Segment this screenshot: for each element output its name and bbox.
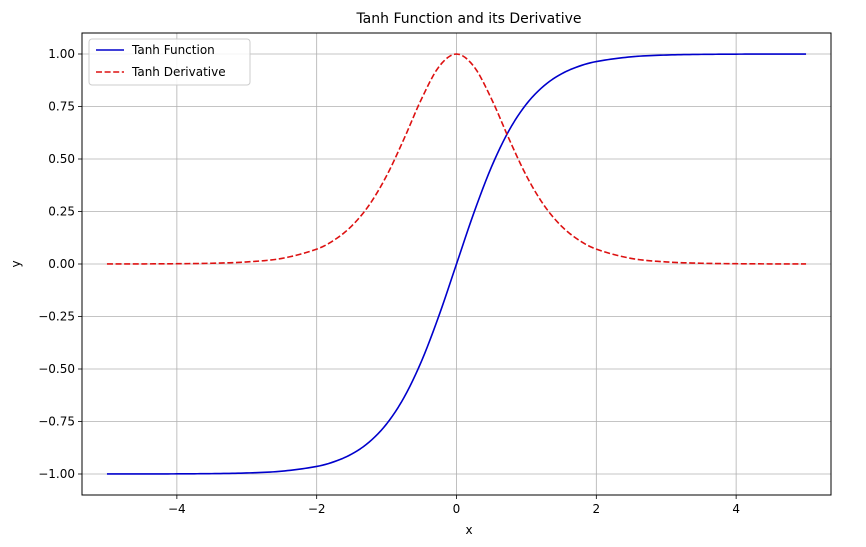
x-tick-label: −4 [168, 502, 186, 516]
y-axis-label: y [9, 260, 23, 267]
x-axis-label: x [465, 523, 472, 537]
y-tick-label: 0.00 [48, 257, 75, 271]
x-tick-label: 4 [732, 502, 740, 516]
legend-label: Tanh Function [131, 43, 215, 57]
y-tick-label: 0.50 [48, 152, 75, 166]
y-tick-label: 0.75 [48, 100, 75, 114]
series-line-tanh-function [106, 53, 807, 475]
y-tick-label: 1.00 [48, 47, 75, 61]
y-tick-label: 0.25 [48, 205, 75, 219]
legend-box [88, 38, 251, 86]
y-tick-label: −0.75 [38, 415, 75, 429]
y-tick-label: −0.50 [38, 362, 75, 376]
chart-title: Tanh Function and its Derivative [355, 11, 581, 27]
y-tick-label: −1.00 [38, 467, 75, 481]
legend: Tanh Function Tanh Derivative [88, 38, 251, 86]
series-lines [106, 53, 807, 475]
y-tick-label: −0.25 [38, 310, 75, 324]
series-line-tanh-derivative [106, 53, 807, 265]
x-tick-label: −2 [308, 502, 326, 516]
x-axis-ticks: −4 −2 0 2 4 [168, 495, 740, 516]
x-tick-label: 0 [453, 502, 461, 516]
y-axis-ticks: −1.00 −0.75 −0.50 −0.25 0.00 0.25 0.50 0.75 1.00 [38, 47, 82, 481]
x-tick-label: 2 [592, 502, 600, 516]
legend-label: Tanh Derivative [131, 65, 226, 79]
